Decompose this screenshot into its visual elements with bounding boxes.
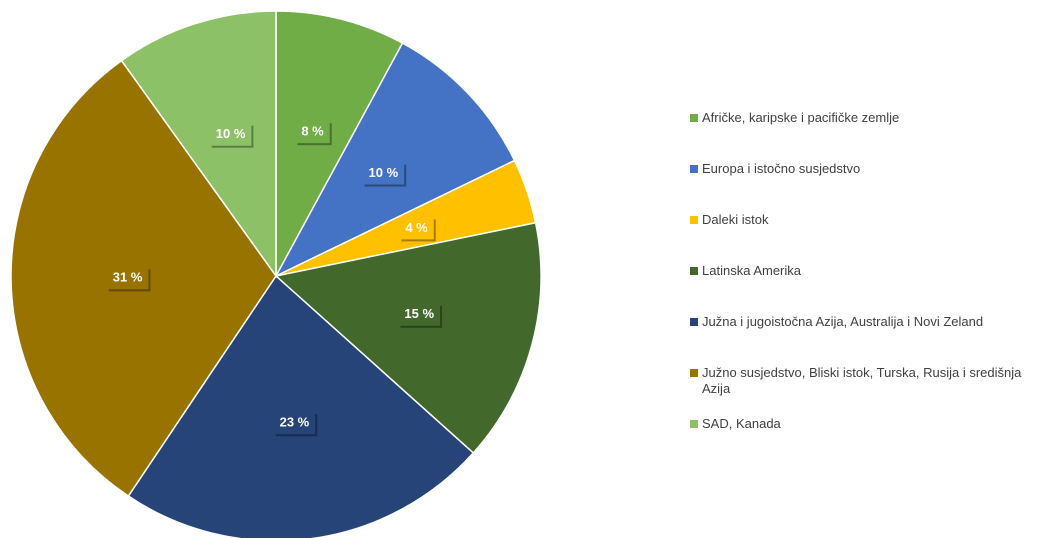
pie-slice <box>120 10 277 279</box>
data-label <box>295 121 332 146</box>
legend-label: Daleki istok <box>702 212 769 227</box>
data-label-box <box>209 123 252 146</box>
data-label <box>398 303 443 328</box>
data-label-text: 23 % <box>280 415 310 430</box>
legend-label: Južna i jugoistočna Azija, Australija i … <box>702 314 984 329</box>
legend-item: Južna i jugoistočna Azija, Australija i … <box>690 314 1040 365</box>
legend-label: Južno susjedstvo, Bliski istok, Turska, … <box>702 365 1022 396</box>
legend-label: Europa i istočno susjedstvo <box>702 161 861 176</box>
legend-swatch <box>690 420 698 428</box>
data-label-box <box>273 412 316 435</box>
data-label-box <box>106 267 149 290</box>
data-label <box>106 267 151 292</box>
legend-item: Daleki istok <box>690 212 1040 263</box>
pie-slice <box>127 274 475 538</box>
data-label-box <box>398 303 441 326</box>
legend-item: Europa i istočno susjedstvo <box>690 161 1040 212</box>
legend: Afričke, karipske i pacifičke zemlje Euro… <box>690 110 1040 467</box>
legend-label: Latinska Amerika <box>702 263 801 278</box>
legend-swatch <box>690 369 698 377</box>
legend-swatch <box>690 114 698 122</box>
pie-slice <box>275 10 404 277</box>
legend-label: Afričke, karipske i pacifičke zemlje <box>702 110 900 125</box>
data-label-text: 10 % <box>369 165 399 180</box>
legend-item: SAD, Kanada <box>690 416 1040 467</box>
pie-slice <box>274 221 542 454</box>
legend-swatch <box>690 267 698 275</box>
data-label <box>209 123 254 148</box>
data-label-text: 31 % <box>113 270 143 285</box>
data-label-text: 4 % <box>405 220 428 235</box>
data-label-text: 8 % <box>301 124 324 139</box>
data-label <box>362 162 407 187</box>
data-label-box <box>295 121 330 144</box>
legend-item: Afričke, karipske i pacifičke zemlje <box>690 110 1040 161</box>
data-label <box>399 217 436 242</box>
data-label-text: 10 % <box>216 126 246 141</box>
data-label-box <box>362 162 405 185</box>
legend-label: SAD, Kanada <box>702 416 781 431</box>
legend-item: Južno susjedstvo, Bliski istok, Turska, … <box>690 365 1040 416</box>
legend-swatch <box>690 216 698 224</box>
data-label-box <box>399 217 434 240</box>
legend-swatch <box>690 318 698 326</box>
data-label <box>273 412 318 437</box>
legend-item: Latinska Amerika <box>690 263 1040 314</box>
data-label-text: 15 % <box>404 306 434 321</box>
legend-swatch <box>690 165 698 173</box>
pie-slice <box>274 42 516 278</box>
